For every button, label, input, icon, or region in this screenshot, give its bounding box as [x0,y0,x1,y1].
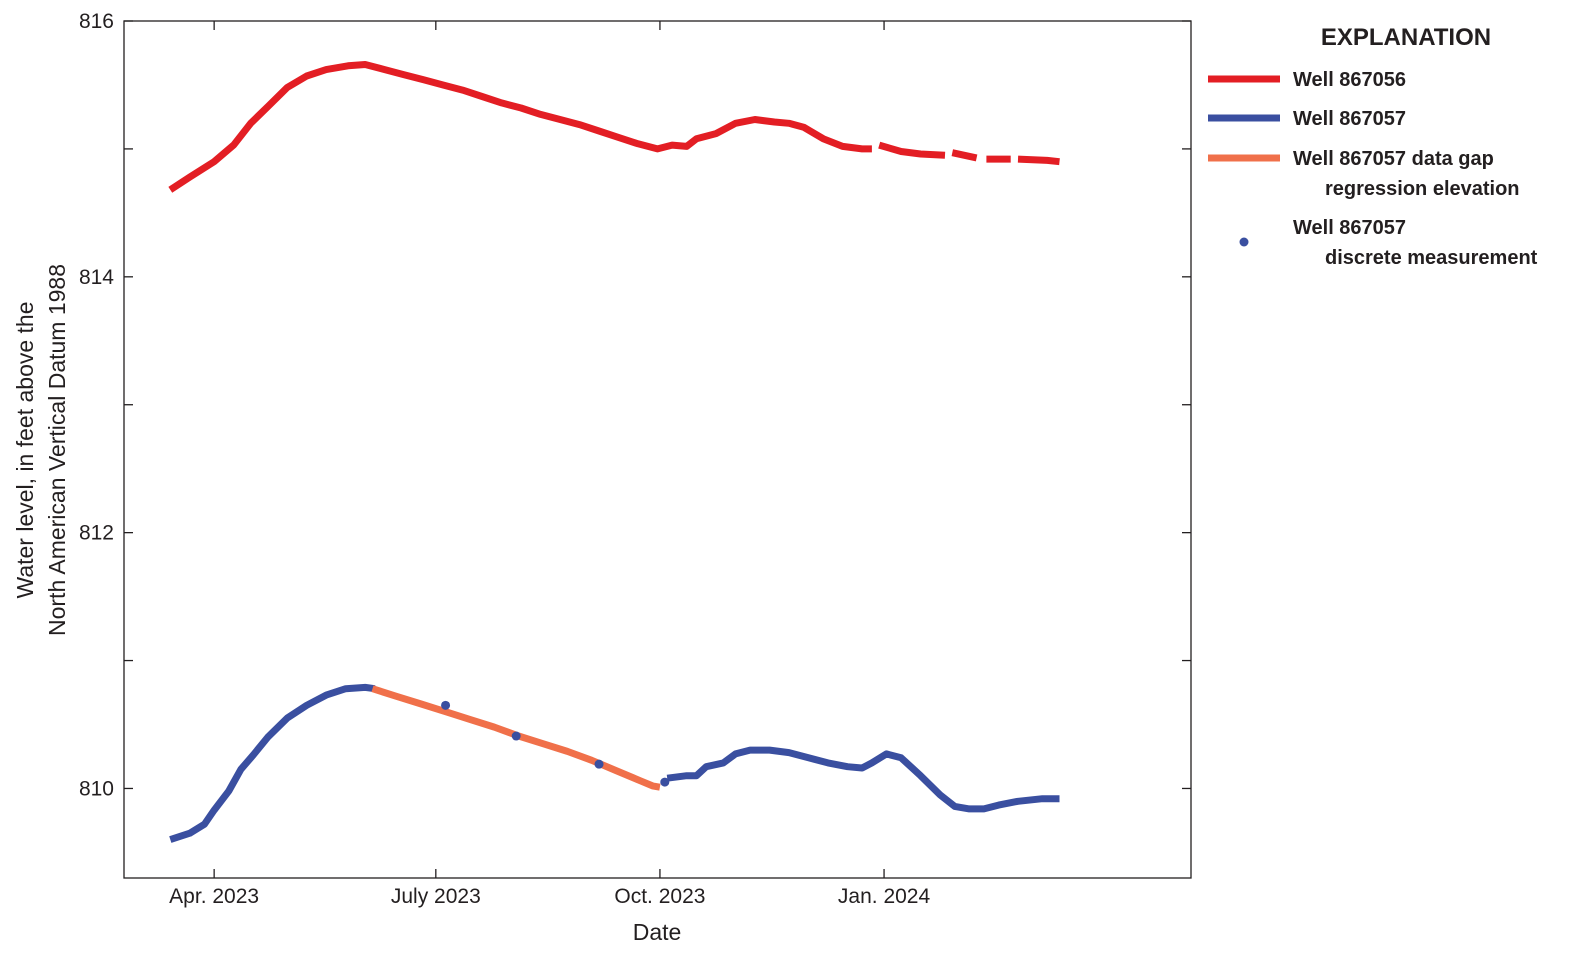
x-axis: Apr. 2023 July 2023 Oct. 2023 Jan. 2024 [169,21,930,908]
discrete-measurement-point-1 [511,731,521,741]
series-layer [168,61,1060,843]
legend-label-1-line-0: Well 867057 [1293,108,1406,130]
x-tick-label-apr-2023: Apr. 2023 [169,885,259,908]
series-well-867057-segment-0 [169,683,376,843]
legend: EXPLANATION Well 867056 Well 867057 Well 8… [1208,24,1538,269]
legend-label-0-line-0: Well 867056 [1293,69,1406,91]
y-tick-label-812: 812 [79,522,114,545]
legend-label-2-line-0: Well 867057 data gap [1293,148,1494,170]
legend-swatch-3 [1239,237,1249,247]
y-axis-title: Water level, in feet above the North Ame… [12,264,70,636]
plot-frame [123,20,1192,879]
x-axis-title: Date [633,919,682,945]
y-tick-label-816: 816 [79,10,114,33]
discrete-measurement-point-3 [660,777,670,787]
legend-title: EXPLANATION [1321,24,1491,51]
series-well-867057-data-gap-regression-elevation-segment-0 [371,685,661,791]
discrete-measurements [441,700,670,787]
series-well-867057-segment-1 [666,746,1060,813]
x-tick-label-july-2023: July 2023 [391,885,481,908]
series-well-867056-segment-2 [951,149,978,162]
discrete-measurement-point-2 [594,759,604,769]
x-tick-label-oct-2023: Oct. 2023 [614,885,705,908]
y-axis: 810 812 814 816 [79,10,1191,800]
y-tick-label-814: 814 [79,266,114,289]
series-well-867056-segment-1 [878,141,946,159]
y-tick-label-810: 810 [79,777,114,800]
legend-label-3-line-0: Well 867057 [1293,217,1406,239]
series-well-867056-segment-0 [168,61,872,193]
discrete-measurement-point-0 [441,700,451,710]
y-axis-title-line-2: North American Vertical Datum 1988 [44,264,70,636]
legend-label-3-line-1: discrete measurement [1325,247,1538,269]
x-tick-label-jan-2024: Jan. 2024 [838,885,931,908]
y-axis-title-line-1: Water level, in feet above the [12,301,38,598]
series-well-867056-segment-4 [1017,155,1060,166]
legend-label-2-line-1: regression elevation [1325,178,1520,200]
